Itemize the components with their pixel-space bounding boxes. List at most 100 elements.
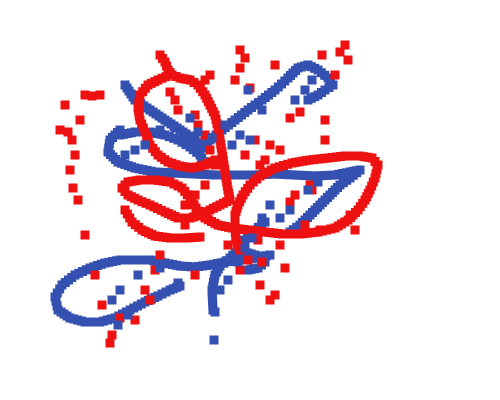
red-scatter-dot <box>155 250 165 260</box>
blue-scatter-dot <box>303 185 313 195</box>
red-stroke-main-loop <box>117 151 383 255</box>
red-scatter-dot <box>350 225 360 235</box>
red-scatter-dot <box>335 47 345 57</box>
blue-scatter-dot <box>155 125 165 135</box>
blue-scatter-dot <box>123 310 133 320</box>
blue-scatter-dot <box>275 213 285 223</box>
blue-scatter-dot <box>245 135 255 145</box>
red-scatter-dot <box>165 87 175 97</box>
red-scatter-dot <box>270 290 280 300</box>
red-scatter-dot <box>70 150 80 160</box>
red-scatter-dot <box>170 95 180 105</box>
red-scatter-dot <box>90 270 100 280</box>
blue-scatter-dot <box>170 123 180 133</box>
red-scatter-dot <box>295 107 305 117</box>
red-scatter-dot <box>200 130 210 140</box>
blue-scatter-dot <box>227 140 237 150</box>
blue-scatter-dot <box>265 200 275 210</box>
red-scatter-dot <box>130 315 140 325</box>
red-scatter-dot <box>275 145 285 155</box>
red-scatter-dot <box>340 40 350 50</box>
red-scatter-dot <box>280 263 290 273</box>
red-scatter-dot <box>275 240 285 250</box>
red-scatter-dot <box>73 195 83 205</box>
red-scatter-dot <box>235 63 245 73</box>
red-scatter-dot <box>235 265 245 275</box>
blue-scatter-dot <box>155 263 165 273</box>
blue-scatter-dot <box>207 133 217 143</box>
red-scatter-dot <box>240 53 250 63</box>
red-stroke-marker <box>210 155 220 165</box>
red-scatter-dot <box>87 91 97 101</box>
blue-scatter-dot <box>285 205 295 215</box>
blue-scatter-dot <box>140 140 150 150</box>
blue-scatter-dot <box>313 177 323 187</box>
red-scatter-dot <box>65 165 75 175</box>
blue-scatter-dot <box>210 307 220 317</box>
red-scatter-dot <box>210 160 220 170</box>
red-scatter-dot <box>107 330 117 340</box>
red-scatter-dot <box>68 183 78 193</box>
blue-scatter-dot <box>115 285 125 295</box>
red-scatter-dot <box>330 70 340 80</box>
blue-scatter-dot <box>193 127 203 137</box>
red-scatter-dot <box>190 270 200 280</box>
red-scatter-dot <box>60 100 70 110</box>
red-scatter-dot <box>205 145 215 155</box>
red-scatter-dot <box>223 240 233 250</box>
red-scatter-dot <box>193 120 203 130</box>
red-scatter-dot <box>67 135 77 145</box>
blue-scatter-dot <box>233 257 243 267</box>
red-scatter-dot <box>230 75 240 85</box>
red-scatter-dot <box>115 313 125 323</box>
blue-scatter-dot <box>240 243 250 253</box>
red-scatter-dot <box>243 255 253 265</box>
scattered-dots-layer <box>55 40 360 348</box>
red-scatter-dot <box>80 90 90 100</box>
red-scatter-dot <box>343 55 353 65</box>
red-scatter-dot <box>317 50 327 60</box>
strokes-layer <box>50 50 383 327</box>
blue-scatter-dot <box>133 270 143 280</box>
red-scatter-dot <box>173 105 183 115</box>
red-scatter-dot <box>285 113 295 123</box>
blue-scatter-dot <box>243 85 253 95</box>
red-scatter-dot <box>95 90 105 100</box>
red-scatter-dot <box>63 127 73 137</box>
red-scatter-dot <box>255 280 265 290</box>
red-scatter-dot <box>320 135 330 145</box>
red-scatter-dot <box>240 150 250 160</box>
red-stroke-lower-arc <box>120 205 205 243</box>
red-scatter-dot <box>55 125 65 135</box>
red-scatter-dot <box>190 190 200 200</box>
red-scatter-dot <box>305 180 315 190</box>
red-scatter-dot <box>75 115 85 125</box>
blue-scatter-dot <box>215 285 225 295</box>
blue-scatter-dot <box>209 335 219 345</box>
red-stroke-marker <box>195 232 205 242</box>
red-scatter-dot <box>315 225 325 235</box>
blue-scatter-dot <box>235 130 245 140</box>
red-stroke-left-arc <box>133 70 220 173</box>
blue-scatter-dot <box>257 213 267 223</box>
red-scatter-dot <box>150 265 160 275</box>
blue-scatter-dot <box>307 75 317 85</box>
red-scatter-dot <box>180 200 190 210</box>
blue-scatter-dot <box>257 105 267 115</box>
red-scatter-dot <box>235 45 245 55</box>
red-scatter-dot <box>180 220 190 230</box>
blue-scatter-dot <box>113 320 123 330</box>
blue-scatter-dot <box>173 278 183 288</box>
blue-scatter-dot <box>290 95 300 105</box>
red-scatter-dot <box>345 210 355 220</box>
red-scatter-dot <box>200 75 210 85</box>
red-scatter-dot <box>285 197 295 207</box>
red-scatter-dot <box>205 70 215 80</box>
red-scatter-dot <box>145 295 155 305</box>
red-scatter-dot <box>265 140 275 150</box>
red-scatter-dot <box>320 115 330 125</box>
blue-scatter-dot <box>300 85 310 95</box>
blue-stroke-marker <box>303 95 313 105</box>
